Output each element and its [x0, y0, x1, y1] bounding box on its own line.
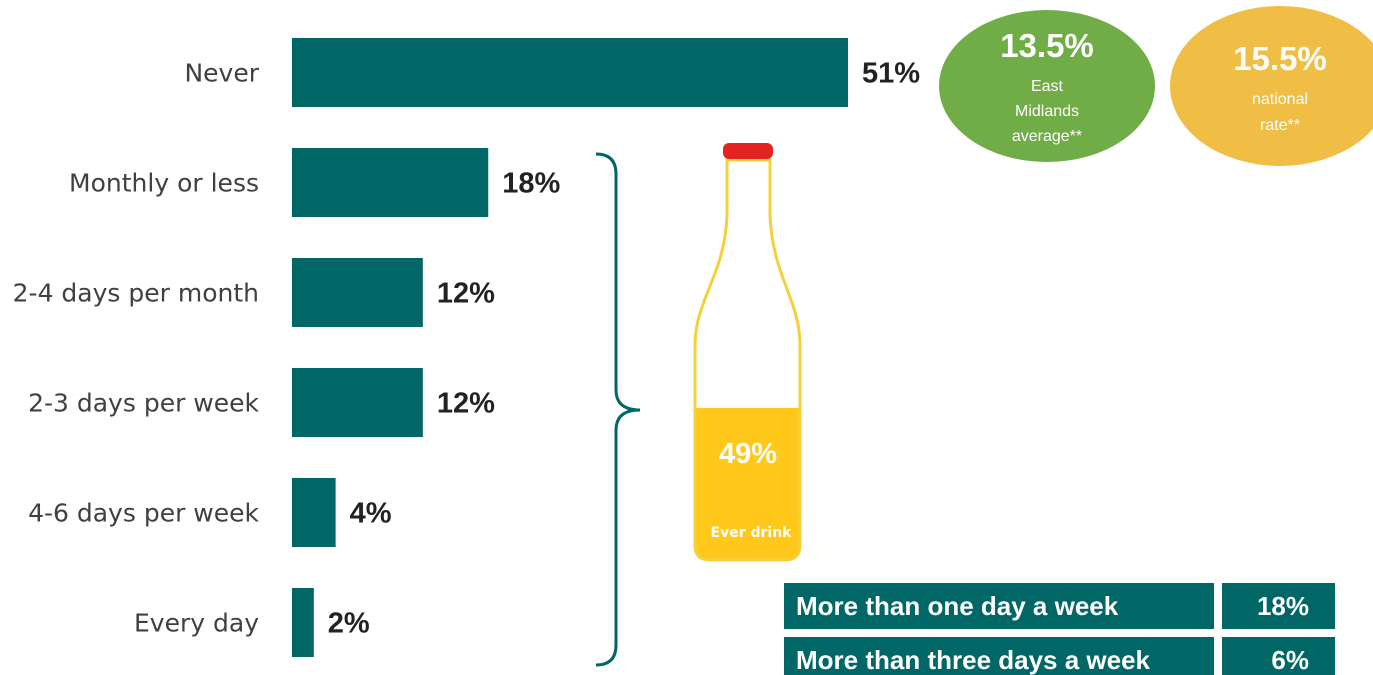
category-label-2: 2-4 days per month — [13, 279, 259, 308]
bottle-value: 49% — [719, 438, 777, 470]
bottle-outline — [693, 158, 802, 562]
summary-row-three-days: More than three days a week 6% — [784, 637, 1347, 675]
ever-drink-bracket — [595, 152, 641, 667]
value-label-4: 4% — [350, 498, 392, 530]
summary-table: More than one day a week 18% More than t… — [784, 583, 1347, 675]
east-midlands-line-2: Midlands — [1015, 103, 1079, 120]
bar-1 — [292, 148, 489, 217]
category-label-1: Monthly or less — [69, 169, 259, 198]
value-labels: 51% 18% 12% 12% 4% 2% — [328, 58, 920, 640]
national-rate-line-1: national — [1252, 91, 1308, 108]
east-midlands-value: 13.5% — [1000, 27, 1094, 64]
bar-0 — [292, 38, 848, 107]
national-rate-line-2: rate** — [1260, 117, 1300, 134]
value-label-3: 12% — [437, 388, 495, 420]
value-label-2: 12% — [437, 278, 495, 310]
value-label-1: 18% — [502, 168, 560, 200]
summary-value-three-days: 6% — [1222, 637, 1335, 675]
category-label-0: Never — [184, 59, 259, 88]
bar-4 — [292, 478, 336, 547]
east-midlands-ellipse — [939, 10, 1155, 162]
category-labels: Never Monthly or less 2-4 days per month 2-… — [13, 59, 260, 638]
category-label-3: 2-3 days per week — [28, 389, 259, 418]
national-rate-value: 15.5% — [1233, 40, 1327, 77]
bottle-caption: Ever drink — [711, 525, 793, 541]
east-midlands-line-1: East — [1031, 78, 1064, 95]
bar-2 — [292, 258, 423, 327]
east-midlands-bubble: 13.5% East Midlands average** — [939, 10, 1155, 162]
bars-layer — [292, 38, 848, 657]
summary-label-weekly: More than one day a week — [784, 583, 1214, 629]
bar-3 — [292, 368, 423, 437]
summary-row-weekly: More than one day a week 18% — [784, 583, 1347, 629]
national-rate-bubble: 15.5% national rate** — [1170, 6, 1373, 166]
summary-value-weekly: 18% — [1222, 583, 1335, 629]
category-label-5: Every day — [134, 609, 259, 638]
bottle-cap — [723, 143, 773, 159]
bottle-graphic: 49% Ever drink — [693, 143, 802, 562]
summary-label-three-days: More than three days a week — [784, 637, 1214, 675]
bottle-liquid — [695, 408, 800, 560]
bar-5 — [292, 588, 314, 657]
value-label-5: 2% — [328, 608, 370, 640]
category-label-4: 4-6 days per week — [28, 499, 259, 528]
value-label-0: 51% — [862, 58, 920, 90]
national-rate-ellipse — [1170, 6, 1373, 166]
east-midlands-line-3: average** — [1012, 128, 1082, 145]
